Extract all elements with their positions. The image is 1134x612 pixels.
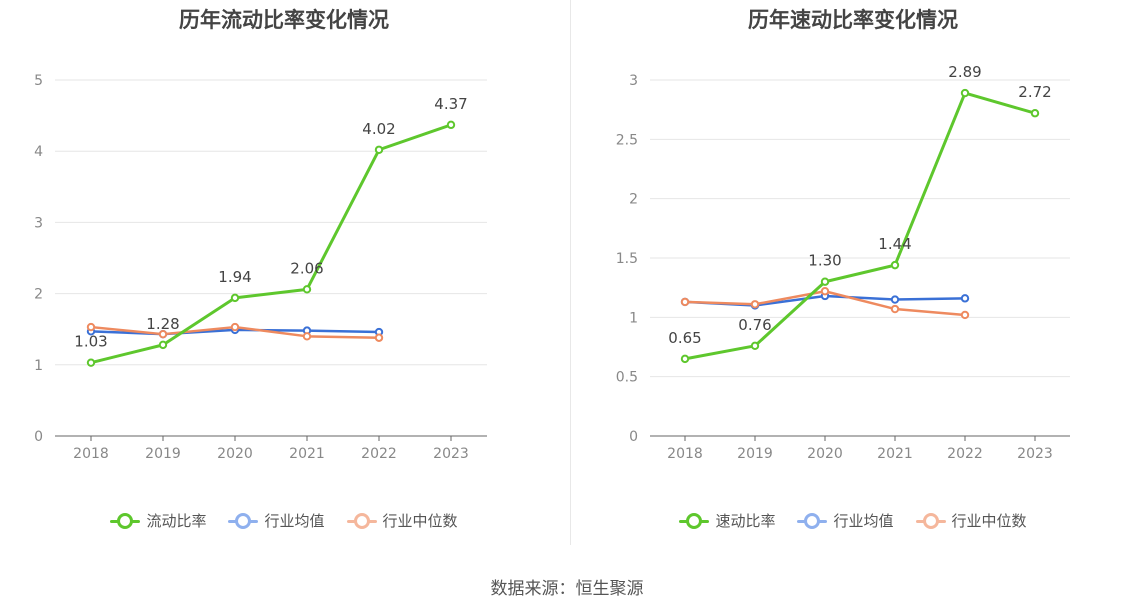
data-label: 0.76 [738,316,771,334]
legend-item-current-ratio[interactable]: 流动比率 [110,510,206,531]
data-point-industry-median[interactable] [680,297,690,307]
legend-marker-icon [346,512,377,529]
legend-label: 行业中位数 [951,512,1027,530]
data-point-industry-average[interactable] [960,294,970,303]
y-tick-label: 1.5 [616,251,638,267]
data-point-industry-median[interactable] [158,329,168,339]
data-label: 1.03 [74,333,107,351]
y-tick-label: 3 [34,215,43,231]
x-tick-label: 2022 [947,446,983,462]
data-label: 4.37 [434,95,467,113]
data-label: 1.44 [878,235,911,253]
panel-divider [570,0,571,545]
quick-ratio-panel: 历年速动比率变化情况 0 0.5 1 1.5 2 2.5 3 2018 2019 2020 2021… [572,0,1134,545]
legend-marker-icon [915,512,946,529]
x-tick-label: 2021 [877,446,913,462]
data-label: 2.89 [948,63,981,81]
data-point-current-ratio[interactable] [230,293,240,303]
x-tick-label: 2020 [217,446,253,462]
x-tick-label: 2020 [807,446,843,462]
data-point-current-ratio[interactable] [158,340,168,350]
y-tick-label: 0.5 [616,370,638,386]
data-point-industry-median[interactable] [890,304,900,314]
data-label: 1.28 [146,315,179,333]
legend-label: 流动比率 [146,512,207,530]
x-tick-label: 2019 [145,446,181,462]
legend-marker-icon [110,512,141,529]
y-tick-label: 2 [629,192,638,208]
y-tick-label: 0 [34,429,43,445]
legend-label: 速动比率 [715,512,776,530]
legend-item-industry-median[interactable]: 行业中位数 [346,510,458,531]
chart-title: 历年速动比率变化情况 [748,8,958,32]
data-point-industry-median[interactable] [750,300,760,309]
x-tick-label: 2023 [433,446,469,462]
series-line-quick-ratio [684,91,1036,361]
x-tick-label: 2019 [737,446,773,462]
legend-item-industry-median[interactable]: 行业中位数 [915,510,1027,531]
data-point-quick-ratio[interactable] [1030,109,1040,118]
legend-item-quick-ratio[interactable]: 速动比率 [679,510,775,531]
chart-legend: 流动比率 行业均值 行业中位数 [0,510,568,531]
legend-item-industry-average[interactable]: 行业均值 [797,510,894,531]
y-tick-label: 5 [34,73,43,89]
chart-legend: 速动比率 行业均值 行业中位数 [572,510,1134,531]
data-label: 1.30 [808,252,841,270]
data-point-quick-ratio[interactable] [960,88,970,98]
data-point-current-ratio[interactable] [374,145,384,154]
data-point-quick-ratio[interactable] [680,354,690,364]
legend-label: 行业中位数 [382,512,458,530]
chart-title: 历年流动比率变化情况 [179,8,389,32]
y-tick-label: 1 [629,310,638,326]
x-tick-label: 2021 [289,446,325,462]
data-point-quick-ratio[interactable] [890,260,900,270]
data-point-industry-median[interactable] [960,310,970,320]
data-label: 4.02 [362,120,395,138]
x-tick-label: 2018 [73,446,109,462]
data-label: 0.65 [668,329,701,347]
data-point-industry-median[interactable] [820,287,830,296]
y-tick-label: 0 [629,429,638,445]
legend-marker-icon [228,512,259,529]
y-tick-label: 2 [34,287,43,303]
x-tick-label: 2023 [1017,446,1053,462]
series-line-current-ratio [90,123,452,365]
data-point-quick-ratio[interactable] [820,277,830,286]
y-tick-label: 4 [34,144,43,160]
current-ratio-chart: 0 1 2 3 4 5 2018 2019 2020 2021 2022 2023 1.03 1.28 1.… [34,73,487,462]
data-point-industry-median[interactable] [302,332,312,341]
data-label: 2.06 [290,259,323,277]
y-tick-label: 1 [34,358,43,374]
data-point-current-ratio[interactable] [86,358,96,367]
x-tick-label: 2018 [667,446,703,462]
quick-ratio-chart: 0 0.5 1 1.5 2 2.5 3 2018 2019 2020 2021 2022 2023 0.6… [616,63,1070,462]
current-ratio-panel: 历年流动比率变化情况 0 1 2 3 4 5 2018 2019 2020 2021 2022 202… [0,0,568,545]
legend-item-industry-average[interactable]: 行业均值 [228,510,325,531]
data-point-industry-median[interactable] [374,333,384,342]
legend-label: 行业均值 [264,512,325,530]
legend-marker-icon [797,512,828,529]
data-point-current-ratio[interactable] [446,120,456,130]
data-label: 2.72 [1018,83,1051,101]
data-point-industry-average[interactable] [890,295,900,304]
data-source-note: 数据来源：恒生聚源 [490,579,644,599]
data-point-industry-median[interactable] [230,322,240,332]
data-point-industry-median[interactable] [86,322,96,332]
x-tick-label: 2022 [361,446,397,462]
legend-label: 行业均值 [833,512,894,530]
y-tick-label: 3 [629,73,638,89]
data-point-current-ratio[interactable] [302,285,312,294]
data-label: 1.94 [218,268,251,286]
data-point-quick-ratio[interactable] [750,341,760,351]
legend-marker-icon [679,512,710,529]
y-tick-label: 2.5 [616,132,638,148]
